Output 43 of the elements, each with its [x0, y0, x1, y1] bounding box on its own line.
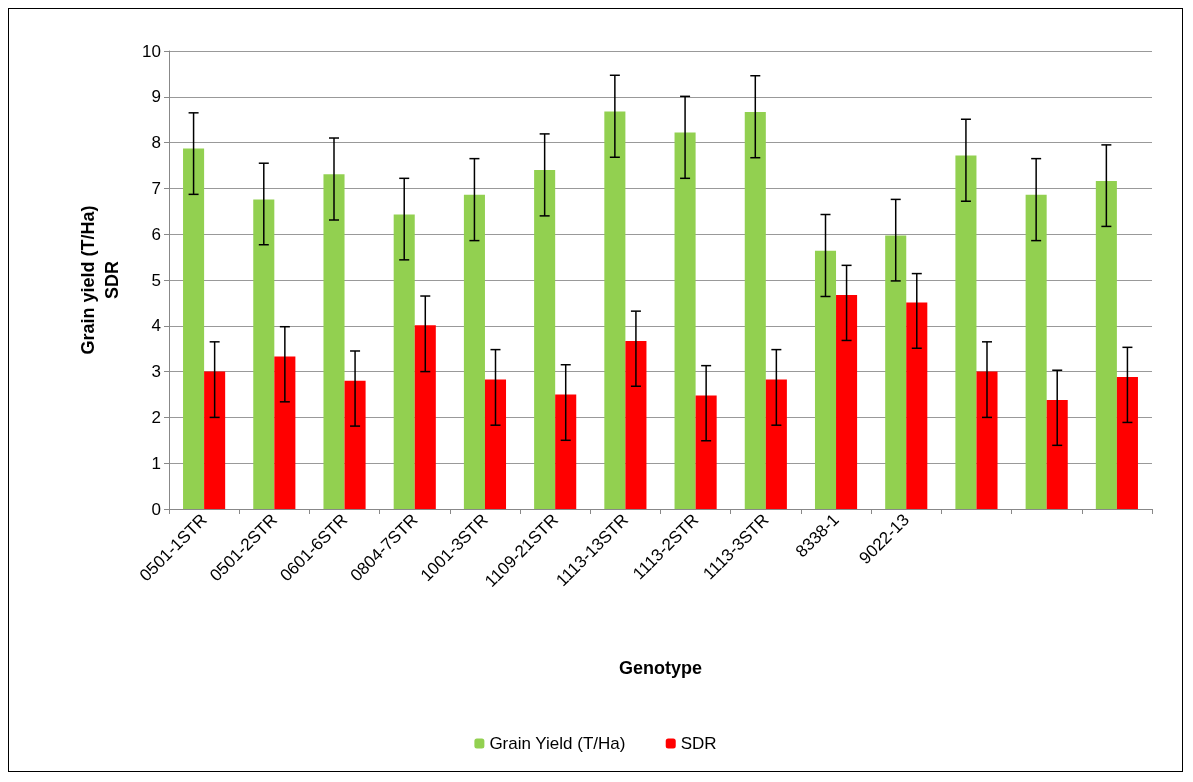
bar	[765, 379, 787, 509]
bar	[414, 325, 436, 509]
bar	[1025, 194, 1047, 509]
y-axis-title: Grain yield (T/Ha) SDR	[78, 205, 122, 355]
x-axis-title: Genotype	[618, 658, 703, 678]
bar	[744, 111, 766, 509]
bar	[906, 302, 928, 509]
bar	[674, 132, 696, 509]
y-tick-label: 1	[151, 453, 161, 473]
y-tick-label: 6	[151, 224, 161, 244]
bar	[836, 295, 858, 509]
y-tick-label: 7	[151, 178, 161, 198]
bar	[1095, 181, 1117, 509]
bar	[885, 235, 907, 509]
bar	[814, 250, 837, 509]
bar	[183, 148, 205, 509]
bar	[323, 174, 345, 509]
bar	[1116, 377, 1138, 509]
y-tick-label: 9	[151, 87, 161, 107]
legend-label: Grain Yield (T/Ha)	[489, 734, 626, 753]
y-tick-label: 4	[151, 316, 161, 336]
legend-label: SDR	[680, 734, 717, 753]
bar	[955, 155, 977, 509]
y-tick-label: 2	[151, 407, 161, 427]
bar	[1046, 400, 1068, 509]
y-tick-label: 10	[142, 41, 161, 61]
bar	[976, 371, 998, 509]
bar	[695, 395, 717, 509]
y-tick-label: 3	[151, 362, 161, 382]
y-tick-label: 0	[151, 499, 161, 519]
bar	[274, 356, 296, 509]
bar	[204, 371, 226, 509]
bar	[484, 379, 507, 509]
y-tick-label: 8	[151, 133, 161, 153]
bar	[555, 394, 577, 509]
bar	[604, 111, 626, 509]
bar	[534, 170, 556, 509]
bar	[344, 380, 366, 509]
bar	[253, 199, 275, 509]
bar	[393, 214, 415, 509]
bar	[625, 340, 647, 509]
bar	[463, 194, 485, 509]
y-tick-label: 5	[151, 270, 161, 290]
